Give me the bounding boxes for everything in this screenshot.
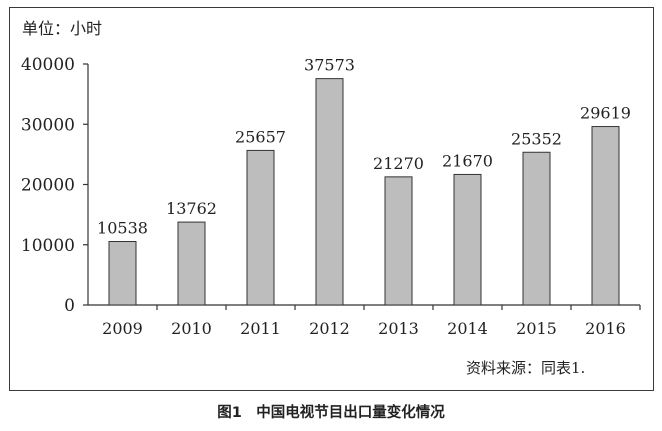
x-tick-label-2013: 2013 [378,319,419,338]
data-label-2009: 10538 [97,219,148,238]
data-label-2010: 13762 [166,199,217,218]
bar-2013 [384,176,413,306]
y-tick-label: 20000 [21,176,75,196]
bar-2011 [246,149,275,306]
chart-frame [9,7,654,391]
data-label-2016: 29619 [580,104,631,123]
y-tick-label: 40000 [21,55,75,75]
data-label-2011: 25657 [235,127,286,146]
x-tick-label-2016: 2016 [585,319,626,338]
y-tick-label: 0 [64,296,75,316]
bar-2015 [522,151,551,306]
x-tick-label-2015: 2015 [516,319,557,338]
x-tick-label-2014: 2014 [447,319,488,338]
data-label-2015: 25352 [511,129,562,148]
source-note: 资料来源：同表1. [466,359,586,377]
x-tick-label-2009: 2009 [102,319,143,338]
bar-2014 [453,173,482,306]
bar-2010 [177,221,206,306]
bar-2009 [108,241,137,306]
data-label-2012: 37573 [304,56,355,75]
x-tick-label-2012: 2012 [309,319,350,338]
y-tick-label: 10000 [21,236,75,256]
unit-label: 单位：小时 [22,19,103,38]
bar-2012 [315,78,344,306]
figure-caption: 图1 中国电视节目出口量变化情况 [217,405,445,421]
data-label-2013: 21270 [373,154,424,173]
y-tick-label: 30000 [21,115,75,135]
x-tick-label-2010: 2010 [171,319,212,338]
x-tick-label-2011: 2011 [240,319,281,338]
data-label-2014: 21670 [442,151,493,170]
bar-2016 [591,126,620,306]
